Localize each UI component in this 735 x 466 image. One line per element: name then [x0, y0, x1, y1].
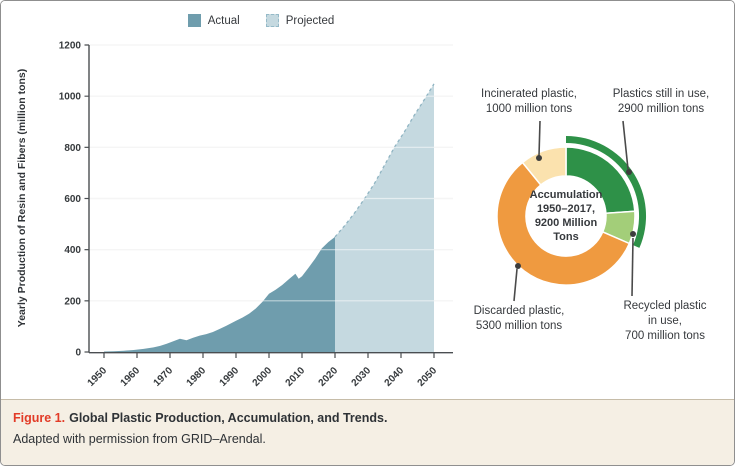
actual-area	[104, 236, 335, 352]
x-tick-label: 1950	[86, 365, 110, 389]
y-tick-label: 400	[64, 245, 81, 256]
charts-svg: 0 200 400 600 800 1000 1200 1950 1960 1970 1980 199…	[16, 41, 647, 389]
figure-number: Figure 1.	[13, 411, 66, 425]
x-tick-label: 1960	[119, 365, 143, 389]
x-tick-label: 2040	[383, 365, 407, 389]
donut-segment-3	[521, 146, 567, 187]
caption-panel: Figure 1. Global Plastic Production, Accu…	[1, 399, 734, 465]
donut-segment-2	[496, 161, 631, 286]
donut-center-line4: Tons	[553, 231, 579, 243]
annotation-still-in-use-line2: 2900 million tons	[617, 103, 705, 115]
legend-actual-label: Actual	[207, 14, 240, 27]
projected-swatch-icon	[265, 14, 279, 27]
x-tick-label: 2030	[350, 365, 374, 389]
donut-outer-arc	[566, 135, 647, 248]
legend-item-projected: Projected	[265, 14, 335, 27]
leader-dot-recycled	[630, 231, 636, 237]
leader-dot-still-in-use	[626, 169, 632, 175]
annotation-still-in-use-line1: Plastics still in use,	[612, 88, 710, 100]
donut-center-line2: 1950–2017,	[536, 203, 596, 215]
annotation-discarded-line1: Discarded plastic,	[473, 305, 565, 317]
donut-center-line3: 9200 Million	[534, 217, 598, 229]
annotation-incinerated-line2: 1000 million tons	[485, 103, 573, 115]
leader-line-still-in-use	[622, 120, 629, 170]
annotation-discarded: Discarded plastic, 5300 million tons	[444, 304, 594, 334]
caption-note: Adapted with permission from GRID–Arenda…	[13, 432, 266, 446]
x-tick-label: 1970	[152, 365, 176, 389]
x-tick-label: 2010	[284, 365, 308, 389]
leader-line-recycled	[631, 237, 634, 297]
donut-center-label: Accumulation 1950–2017, 9200 Million Ton…	[506, 188, 626, 244]
chart-panel: 0 200 400 600 800 1000 1200 1950 1960 1970 1980 199…	[1, 1, 734, 399]
x-tick-label: 2050	[416, 365, 440, 389]
leader-line-incinerated	[538, 120, 541, 157]
annotation-recycled-line3: 700 million tons	[625, 330, 705, 342]
leader-dot-incinerated	[536, 155, 542, 161]
legend-item-actual: Actual	[187, 14, 240, 27]
leader-line-discarded	[513, 268, 518, 302]
caption-line1: Figure 1. Global Plastic Production, Accu…	[13, 411, 722, 425]
y-tick-label: 1200	[59, 41, 82, 52]
donut-center-line1: Accumulation	[529, 189, 603, 201]
projected-area	[335, 83, 434, 353]
x-tick-label: 1990	[218, 365, 242, 389]
annotation-incinerated: Incinerated plastic, 1000 million tons	[453, 87, 605, 117]
y-tick-label: 600	[64, 194, 81, 205]
annotation-recycled-line2: in use,	[648, 315, 682, 327]
annotation-recycled: Recycled plastic in use, 700 million ton…	[597, 299, 733, 344]
actual-swatch-icon	[187, 14, 201, 27]
annotation-recycled-line1: Recycled plastic	[623, 300, 707, 312]
y-tick-label: 800	[64, 143, 81, 154]
y-axis-title: Yearly Production of Resin and Fibers (m…	[16, 69, 28, 327]
annotation-still-in-use: Plastics still in use, 2900 million tons	[591, 87, 731, 117]
x-tick-label: 2020	[317, 365, 341, 389]
annotation-incinerated-line1: Incinerated plastic,	[481, 88, 577, 100]
projected-edge	[334, 83, 435, 238]
x-tick-label: 1980	[185, 365, 209, 389]
leader-dot-discarded	[515, 263, 521, 269]
chart-legend: Actual Projected	[31, 14, 491, 27]
legend-projected-label: Projected	[285, 14, 335, 27]
annotation-discarded-line2: 5300 million tons	[475, 320, 563, 332]
x-tick-label: 2000	[251, 365, 275, 389]
caption-title: Global Plastic Production, Accumulation,…	[69, 411, 388, 425]
y-tick-label: 200	[64, 296, 81, 307]
y-tick-label: 0	[75, 348, 81, 359]
y-tick-label: 1000	[59, 92, 82, 103]
